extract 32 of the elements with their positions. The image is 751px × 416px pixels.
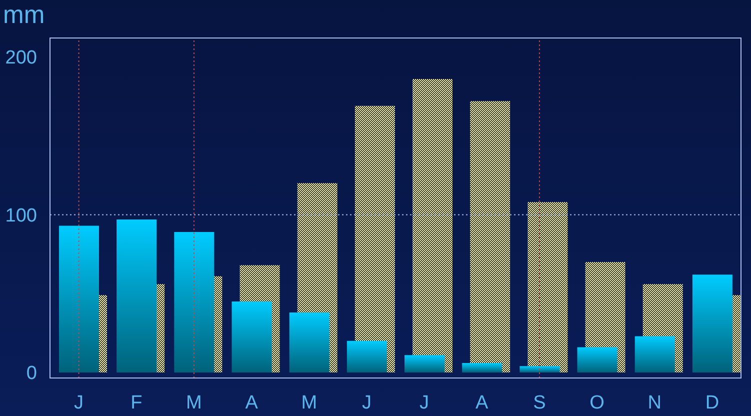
x-tick-label: A	[476, 392, 489, 414]
y-tick-label: 0	[26, 363, 37, 384]
x-tick-label: J	[74, 392, 84, 414]
x-tick-label: F	[130, 392, 142, 414]
bar	[634, 336, 675, 372]
x-tick-label: N	[648, 392, 662, 414]
x-tick-label: M	[301, 392, 318, 414]
bar	[116, 219, 157, 372]
x-tick-label: M	[186, 392, 202, 414]
y-tick-label: 200	[5, 48, 37, 69]
x-tick-label: J	[420, 392, 430, 414]
y-tick-label: 100	[5, 205, 37, 226]
bar	[232, 301, 272, 372]
bar	[412, 79, 452, 372]
bar	[404, 355, 444, 372]
x-tick-label: D	[705, 392, 720, 414]
y-axis-title: mm	[3, 0, 45, 30]
bar	[528, 202, 568, 372]
bar	[59, 226, 99, 372]
x-tick-label: J	[362, 392, 372, 414]
bar	[289, 312, 330, 372]
bar	[577, 347, 618, 372]
bar	[346, 340, 387, 372]
bar	[520, 366, 560, 372]
bar	[354, 106, 395, 372]
bar	[692, 274, 732, 372]
bar	[462, 363, 502, 372]
x-tick-label: O	[590, 392, 604, 414]
bar	[174, 232, 214, 372]
x-tick-label: A	[245, 392, 258, 414]
x-tick-label: S	[533, 392, 546, 414]
bar	[470, 101, 510, 372]
